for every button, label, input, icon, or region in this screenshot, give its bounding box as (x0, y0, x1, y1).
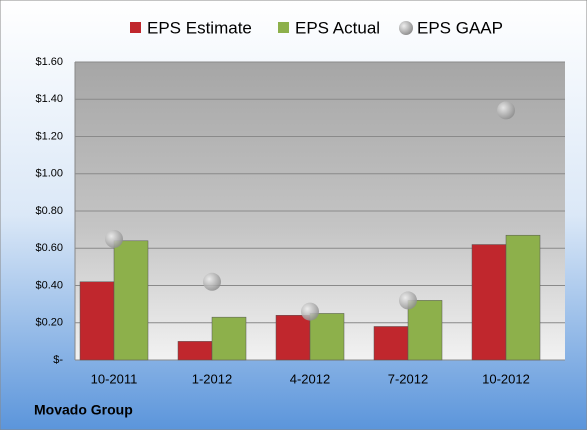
y-tick-label: $1.00 (35, 168, 63, 180)
x-tick-label: 4-2012 (290, 371, 330, 386)
legend-swatch (130, 22, 141, 33)
bar (471, 244, 507, 361)
bar (373, 326, 409, 361)
y-tick-label: $0.20 (35, 317, 63, 329)
legend-label: EPS GAAP (417, 18, 503, 37)
x-tick-label: 10-2012 (482, 371, 530, 386)
x-tick-label: 10-2011 (91, 371, 138, 386)
y-tick-label: $1.60 (35, 56, 63, 68)
legend-swatch (278, 22, 289, 33)
y-tick-label: $0.80 (35, 205, 63, 217)
bar (177, 341, 213, 361)
legend-label: EPS Estimate (147, 18, 252, 37)
bar (79, 281, 115, 361)
marker (105, 229, 123, 248)
chart-title: Movado Group (34, 402, 133, 418)
bar (211, 316, 247, 361)
x-tick-label: 7-2012 (388, 371, 428, 386)
bar (407, 300, 443, 361)
marker (203, 272, 221, 291)
bar (505, 234, 541, 361)
y-tick-label: $0.60 (35, 242, 63, 254)
y-tick-label: $0.40 (35, 279, 63, 291)
marker (301, 302, 319, 321)
bar (309, 313, 345, 361)
legend-swatch (399, 21, 413, 35)
y-tick-label: $- (53, 354, 63, 366)
y-tick-label: $1.20 (35, 130, 63, 142)
bar (113, 240, 149, 361)
marker (399, 291, 417, 310)
x-tick-label: 1-2012 (192, 371, 232, 386)
legend-label: EPS Actual (295, 18, 380, 37)
marker (497, 101, 515, 120)
bar (275, 315, 311, 361)
y-tick-label: $1.40 (35, 93, 63, 105)
